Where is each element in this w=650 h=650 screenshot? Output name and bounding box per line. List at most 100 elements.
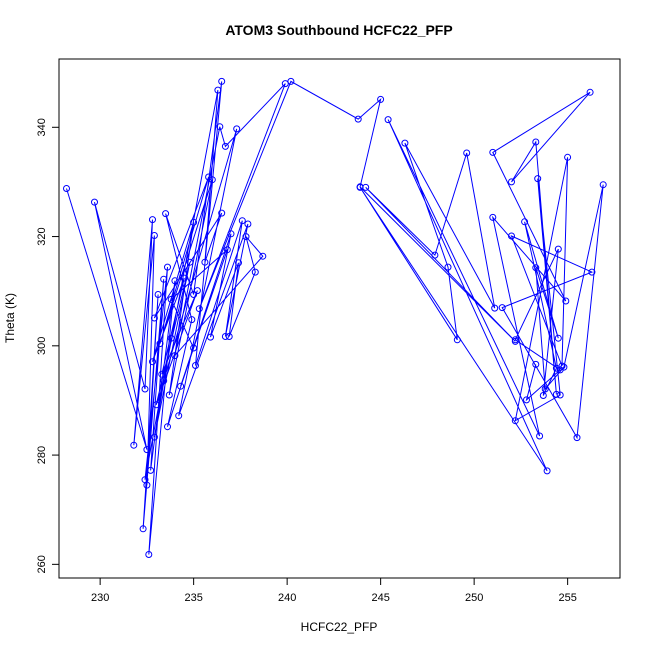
data-point bbox=[154, 291, 162, 298]
data-point bbox=[193, 287, 201, 295]
series-line bbox=[66, 80, 604, 555]
x-tick-label: 235 bbox=[184, 592, 202, 604]
data-point bbox=[564, 153, 572, 161]
data-point bbox=[508, 232, 515, 240]
data-point bbox=[158, 370, 166, 378]
data-point bbox=[190, 218, 198, 226]
data-point bbox=[287, 77, 295, 85]
data-point bbox=[167, 295, 175, 303]
data-point bbox=[541, 385, 549, 393]
chart-title: ATOM3 Southbound HCFC22_PFP bbox=[225, 22, 452, 38]
data-point bbox=[225, 333, 233, 340]
data-point bbox=[463, 149, 471, 157]
data-point bbox=[188, 316, 196, 324]
data-point bbox=[521, 218, 529, 226]
data-point bbox=[444, 263, 452, 271]
x-tick-label: 255 bbox=[558, 592, 576, 604]
data-point bbox=[171, 277, 179, 285]
x-axis-label: HCFC22_PFP bbox=[301, 620, 378, 634]
data-point bbox=[216, 123, 224, 131]
data-point bbox=[152, 401, 160, 409]
data-point bbox=[141, 385, 149, 393]
data-point bbox=[223, 246, 231, 254]
data-point bbox=[130, 441, 138, 449]
x-tick-label: 250 bbox=[465, 592, 483, 604]
data-point bbox=[150, 232, 158, 239]
data-point bbox=[536, 432, 544, 440]
x-tick-label: 230 bbox=[91, 592, 109, 604]
data-point bbox=[218, 209, 226, 217]
y-tick-label: 320 bbox=[36, 227, 48, 245]
data-point bbox=[171, 352, 179, 360]
data-point bbox=[554, 245, 562, 253]
data-point bbox=[156, 340, 164, 348]
data-point bbox=[539, 392, 547, 399]
y-tick-label: 280 bbox=[36, 446, 48, 464]
data-point bbox=[244, 220, 252, 228]
data-point bbox=[401, 139, 409, 147]
data-point bbox=[431, 251, 439, 259]
data-point bbox=[186, 258, 194, 266]
data-point bbox=[453, 336, 461, 344]
data-point bbox=[489, 213, 497, 221]
data-point bbox=[147, 466, 155, 474]
data-point bbox=[150, 314, 158, 322]
data-point bbox=[177, 382, 185, 390]
data-point bbox=[532, 264, 540, 272]
data-point bbox=[233, 125, 241, 133]
data-point bbox=[205, 173, 213, 181]
data-point bbox=[562, 297, 570, 305]
data-point bbox=[498, 304, 506, 312]
data-point bbox=[384, 116, 392, 124]
data-point bbox=[556, 366, 564, 374]
data-point bbox=[238, 217, 246, 225]
data-point bbox=[235, 259, 242, 267]
data-point bbox=[190, 291, 198, 298]
data-point bbox=[599, 181, 607, 189]
data-point bbox=[221, 333, 229, 340]
y-tick-label: 260 bbox=[36, 555, 48, 573]
y-tick-label: 340 bbox=[36, 118, 48, 136]
data-point bbox=[190, 344, 198, 352]
x-axis: 230 235 240 245 250 255 bbox=[91, 577, 577, 604]
data-point bbox=[508, 178, 515, 186]
data-point bbox=[588, 268, 596, 276]
data-point bbox=[139, 525, 147, 533]
data-point bbox=[164, 263, 171, 271]
data-point bbox=[532, 360, 540, 368]
data-point bbox=[221, 142, 229, 150]
data-point bbox=[164, 423, 171, 431]
series bbox=[63, 77, 607, 558]
y-axis: 260 280 300 320 340 bbox=[36, 118, 60, 574]
data-point bbox=[218, 77, 226, 85]
data-point bbox=[165, 391, 173, 399]
data-point bbox=[149, 358, 156, 366]
data-point bbox=[552, 364, 560, 372]
data-point bbox=[91, 198, 98, 206]
data-point bbox=[162, 210, 170, 218]
data-point bbox=[180, 274, 188, 282]
data-point bbox=[552, 390, 560, 398]
data-point bbox=[556, 391, 564, 399]
data-point bbox=[491, 304, 499, 312]
data-point bbox=[167, 334, 175, 342]
data-point bbox=[586, 88, 594, 96]
data-point bbox=[63, 185, 70, 192]
data-point bbox=[201, 258, 209, 266]
data-point bbox=[354, 115, 362, 123]
data-point bbox=[195, 305, 203, 313]
data-point bbox=[141, 476, 149, 484]
data-point bbox=[259, 252, 267, 260]
data-point bbox=[356, 183, 364, 191]
y-tick-label: 300 bbox=[36, 337, 48, 355]
data-point bbox=[143, 446, 151, 454]
data-point bbox=[532, 138, 540, 146]
data-point bbox=[251, 268, 259, 276]
data-point bbox=[523, 396, 530, 404]
data-point bbox=[160, 275, 168, 283]
data-point bbox=[554, 334, 562, 342]
data-point bbox=[573, 434, 581, 442]
data-point bbox=[207, 333, 214, 341]
data-point bbox=[160, 377, 168, 385]
